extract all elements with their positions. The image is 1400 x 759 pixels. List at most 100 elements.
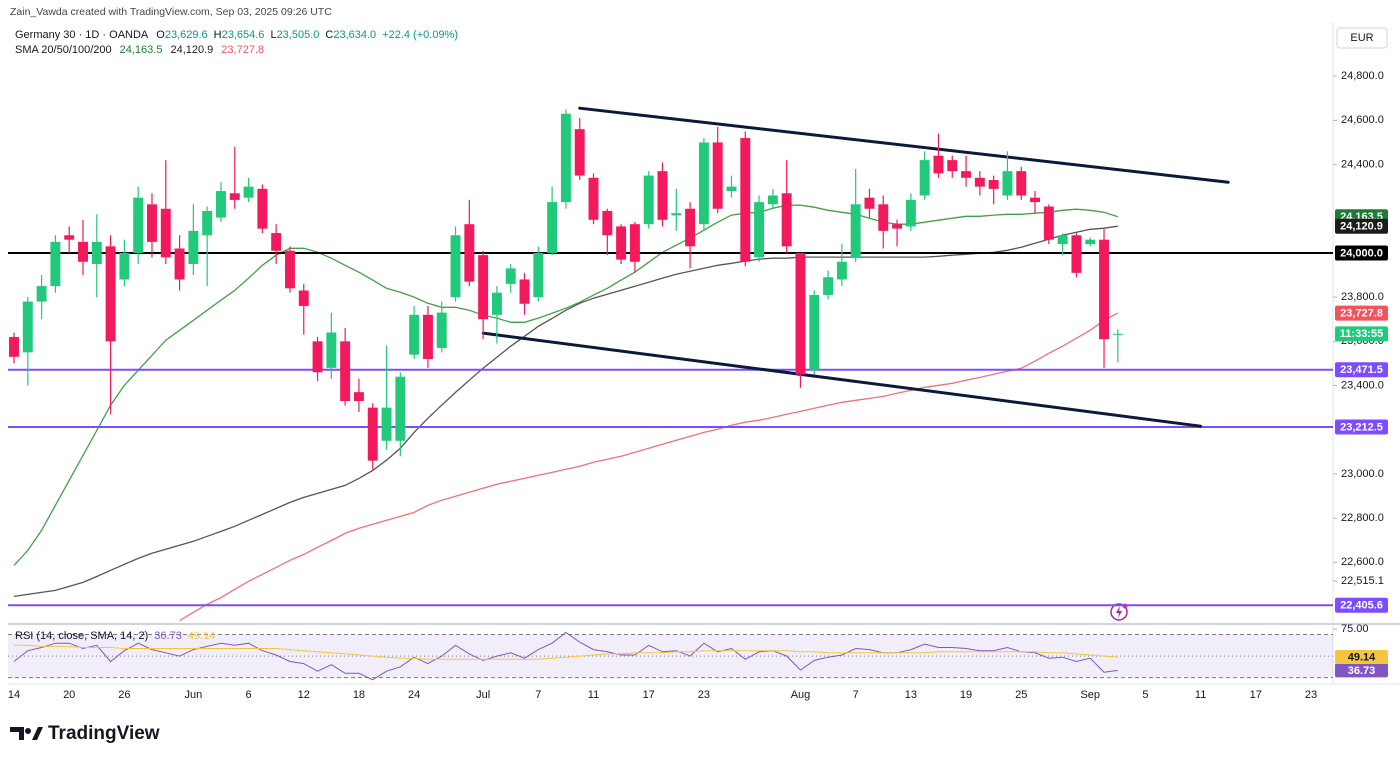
- sma-value: 24,163.5: [120, 44, 163, 56]
- candle-body: [174, 248, 185, 280]
- candle-body: [588, 177, 599, 220]
- candle-body: [892, 224, 903, 229]
- candle-body: [36, 286, 47, 302]
- brand-logo: [10, 727, 43, 740]
- candle-body: [616, 226, 627, 260]
- candle-body: [202, 210, 213, 236]
- candle-body: [160, 208, 171, 258]
- rsi-pane: [8, 631, 1333, 681]
- candle-body: [643, 175, 654, 225]
- candle-body: [974, 177, 985, 187]
- candle-body: [1043, 206, 1054, 240]
- x-tick-label: 23: [698, 689, 710, 701]
- candle-body: [78, 241, 88, 262]
- level-tag-bg: [1335, 362, 1388, 378]
- ohlc-value: 23,654.6: [222, 29, 265, 41]
- x-tick-label: 7: [535, 689, 541, 701]
- currency-box[interactable]: [1336, 27, 1388, 49]
- price-tag: 23,727.8: [1340, 308, 1383, 320]
- level-tag: 23,471.5: [1340, 364, 1383, 376]
- candle-body: [850, 204, 861, 258]
- x-tick-label: Jul: [476, 689, 490, 701]
- candle-body: [878, 204, 889, 231]
- x-tick-label: 24: [408, 689, 420, 701]
- x-tick-label: 11: [1195, 689, 1206, 701]
- ohlc-key: O: [156, 29, 165, 41]
- y-tick-label: 22,600.0: [1341, 556, 1384, 568]
- x-tick-label: 20: [63, 689, 75, 701]
- candle-body: [422, 314, 433, 360]
- candle-body: [905, 199, 916, 227]
- candle-body: [64, 235, 75, 240]
- ohlc-value: 23,629.6: [165, 29, 208, 41]
- candle-body: [726, 186, 737, 192]
- x-tick-label: 18: [353, 689, 365, 701]
- candle-body: [491, 292, 502, 315]
- sma-value: 23,727.8: [221, 44, 264, 56]
- candle-body: [1112, 333, 1123, 335]
- x-tick-label: 12: [298, 689, 310, 701]
- x-tick-label: Sep: [1080, 689, 1100, 701]
- candle-body: [767, 195, 778, 205]
- level-tag-bg: [1335, 245, 1388, 261]
- candle-body: [629, 224, 640, 262]
- symbol: Germany 30 · 1D · OANDA: [15, 29, 149, 41]
- level-tag: 24,000.0: [1340, 247, 1383, 259]
- ohlc-key: H: [214, 29, 222, 41]
- rsi-value: 36.73: [154, 630, 182, 642]
- candle-body: [50, 241, 61, 287]
- rsi-tag: 49.14: [1348, 651, 1376, 663]
- rsi-legend: RSI (14, close, SMA, 14, 2) 36.73 49.14: [15, 630, 215, 642]
- candle-body: [947, 160, 958, 172]
- candle-body: [1085, 239, 1096, 245]
- level-tag-bg: [1335, 419, 1388, 435]
- candle-body: [961, 171, 972, 178]
- price-tag-bg: [1335, 305, 1388, 321]
- x-tick-label: 26: [118, 689, 130, 701]
- candle-body: [229, 193, 240, 200]
- candle-body: [560, 113, 571, 203]
- currency[interactable]: EUR: [1350, 32, 1373, 44]
- candle-body: [809, 294, 820, 371]
- candle-body: [9, 336, 19, 357]
- x-tick-label: 13: [905, 689, 917, 701]
- candle-body: [671, 213, 682, 216]
- candle-body: [988, 180, 999, 189]
- ohlc-value: 23,634.0: [333, 29, 376, 41]
- candle-body: [1071, 235, 1082, 273]
- level-tag: 22,405.6: [1340, 600, 1383, 612]
- y-tick-label: 24,800.0: [1341, 70, 1384, 82]
- level-tag-bg: [1335, 597, 1388, 613]
- candle-body: [381, 407, 392, 441]
- candle-body: [602, 210, 613, 236]
- candle-body: [119, 252, 130, 280]
- candle-body: [685, 208, 696, 247]
- change: +22.4 (+0.09%): [382, 29, 458, 41]
- candle-body: [864, 197, 875, 209]
- candle-body: [298, 290, 309, 306]
- x-tick-label: Jun: [184, 689, 202, 701]
- countdown-bg: [1335, 326, 1388, 342]
- candle-body: [698, 142, 709, 225]
- candle-body: [1002, 171, 1013, 196]
- rsi-value: 49.14: [188, 630, 216, 642]
- candle-body: [1016, 171, 1027, 196]
- candle-body: [257, 188, 268, 229]
- y-tick-label: 22,800.0: [1341, 512, 1384, 524]
- candle-body: [147, 204, 157, 242]
- candle-body: [519, 279, 530, 304]
- candle-body: [533, 252, 544, 298]
- candle-body: [188, 230, 199, 264]
- candle-body: [1057, 235, 1068, 245]
- x-tick-label: 14: [8, 689, 20, 701]
- rsi-tag: 36.73: [1348, 665, 1376, 677]
- x-tick-label: 23: [1305, 689, 1317, 701]
- candle-body: [326, 332, 337, 368]
- x-tick-label: Aug: [791, 689, 811, 701]
- candle-body: [574, 129, 585, 176]
- y-tick-label: 24,600.0: [1341, 114, 1384, 126]
- candle-body: [271, 233, 282, 251]
- symbol-legend: Germany 30 · 1D · OANDA O23,629.6 H23,654.…: [15, 29, 458, 41]
